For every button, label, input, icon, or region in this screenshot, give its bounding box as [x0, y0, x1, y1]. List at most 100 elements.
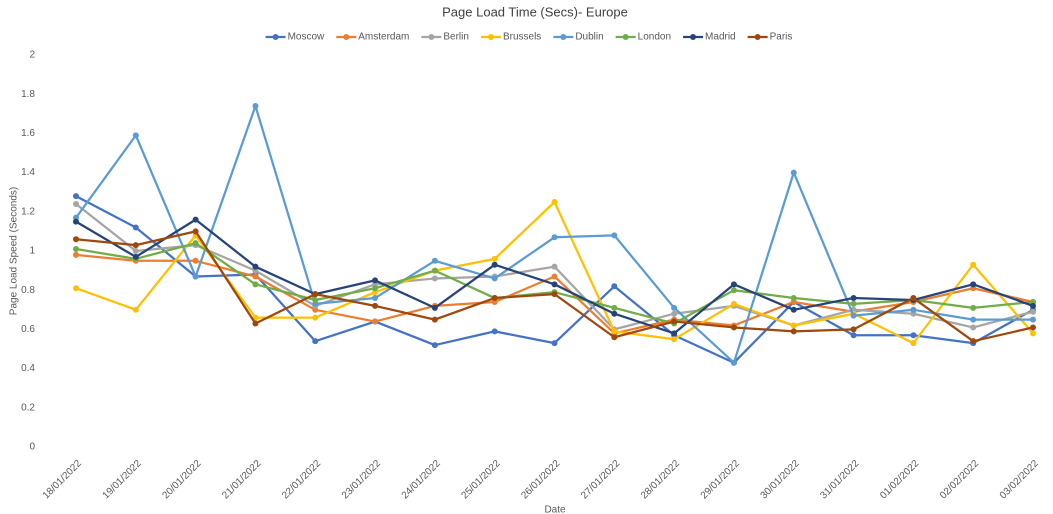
data-point — [73, 246, 79, 253]
x-tick-label: 01/02/2022 — [878, 458, 921, 501]
data-point — [431, 342, 438, 349]
y-tick-label: 1.4 — [21, 167, 35, 178]
x-tick-label: 19/01/2022 — [101, 458, 144, 501]
data-point — [671, 304, 678, 311]
data-point — [611, 283, 618, 290]
y-tick-label: 1.6 — [21, 128, 35, 139]
data-point — [790, 322, 797, 329]
legend-marker — [754, 34, 761, 40]
legend-label: Amsterdam — [358, 32, 409, 43]
x-tick-label: 23/01/2022 — [340, 458, 383, 501]
y-tick-label: 1.8 — [21, 89, 35, 100]
y-tick-label: 1.2 — [21, 206, 35, 217]
data-point — [551, 273, 558, 280]
data-point — [312, 297, 319, 303]
data-point — [252, 320, 259, 327]
data-point — [252, 102, 259, 109]
data-point — [790, 328, 797, 335]
legend-marker — [690, 34, 697, 40]
y-tick-label: 0.4 — [21, 363, 35, 374]
legend-label: Brussels — [503, 32, 541, 43]
data-point — [431, 316, 438, 323]
legend-label: Dublin — [575, 32, 603, 43]
x-tick-label: 20/01/2022 — [160, 458, 203, 501]
data-point — [790, 169, 797, 176]
legend-label: Madrid — [705, 32, 736, 43]
data-point — [132, 132, 139, 139]
data-point — [910, 306, 917, 313]
data-point — [372, 295, 379, 302]
data-point — [551, 263, 558, 270]
data-point — [491, 261, 498, 268]
data-point — [910, 295, 917, 302]
legend-marker — [343, 34, 350, 40]
data-point — [192, 228, 199, 235]
data-point — [132, 242, 139, 249]
x-tick-label: 24/01/2022 — [400, 458, 443, 501]
data-point — [372, 318, 379, 325]
x-tick-label: 03/02/2022 — [998, 458, 1041, 501]
data-point — [551, 281, 558, 288]
data-point — [491, 255, 498, 262]
legend-label: London — [638, 32, 671, 43]
data-point — [372, 302, 379, 309]
legend-marker — [560, 34, 567, 40]
data-point — [132, 306, 139, 313]
data-point — [551, 340, 558, 347]
data-point — [431, 275, 438, 282]
y-tick-label: 0 — [29, 442, 35, 453]
data-point — [252, 314, 259, 321]
legend-label: Berlin — [443, 32, 469, 43]
data-point — [970, 304, 977, 311]
data-point — [850, 312, 857, 319]
data-point — [551, 234, 558, 241]
data-point — [910, 332, 917, 339]
y-tick-label: 0.8 — [21, 285, 35, 296]
data-point — [431, 257, 438, 264]
y-tick-label: 1 — [29, 246, 35, 257]
data-point — [1030, 302, 1036, 309]
legend-marker — [487, 34, 494, 40]
x-tick-label: 28/01/2022 — [639, 458, 682, 501]
data-point — [431, 267, 438, 274]
x-tick-label: 18/01/2022 — [41, 458, 84, 501]
y-tick-label: 0.2 — [21, 402, 35, 413]
data-point — [73, 200, 79, 207]
data-point — [970, 316, 977, 323]
data-point — [132, 224, 139, 231]
data-point — [970, 324, 977, 331]
data-point — [730, 359, 737, 366]
data-point — [970, 261, 977, 268]
data-point — [730, 324, 737, 331]
data-point — [73, 251, 79, 258]
data-point — [132, 253, 139, 260]
data-point — [73, 193, 79, 200]
data-point — [551, 291, 558, 298]
legend-label: Moscow — [288, 32, 325, 43]
chart-title: Page Load Time (Secs)- Europe — [442, 4, 628, 19]
data-point — [1030, 324, 1036, 331]
x-tick-label: 25/01/2022 — [459, 458, 502, 501]
y-axis-label: Page Load Speed (Seconds) — [9, 187, 20, 315]
legend-label: Paris — [770, 32, 793, 43]
legend-marker — [622, 34, 629, 40]
series-line — [75, 200, 1034, 345]
data-point — [790, 295, 797, 302]
data-point — [312, 314, 319, 321]
legend-marker — [272, 34, 279, 40]
data-point — [850, 295, 857, 302]
data-point — [73, 218, 79, 225]
x-tick-label: 21/01/2022 — [220, 458, 263, 501]
data-point — [312, 338, 319, 345]
data-point — [970, 281, 977, 288]
x-tick-label: 27/01/2022 — [579, 458, 622, 501]
data-point — [611, 310, 618, 317]
data-point — [192, 240, 199, 247]
data-point — [671, 330, 678, 337]
data-point — [730, 300, 737, 307]
y-tick-label: 2 — [29, 50, 35, 61]
data-point — [850, 326, 857, 333]
x-tick-label: 30/01/2022 — [759, 458, 802, 501]
data-point — [491, 275, 498, 282]
